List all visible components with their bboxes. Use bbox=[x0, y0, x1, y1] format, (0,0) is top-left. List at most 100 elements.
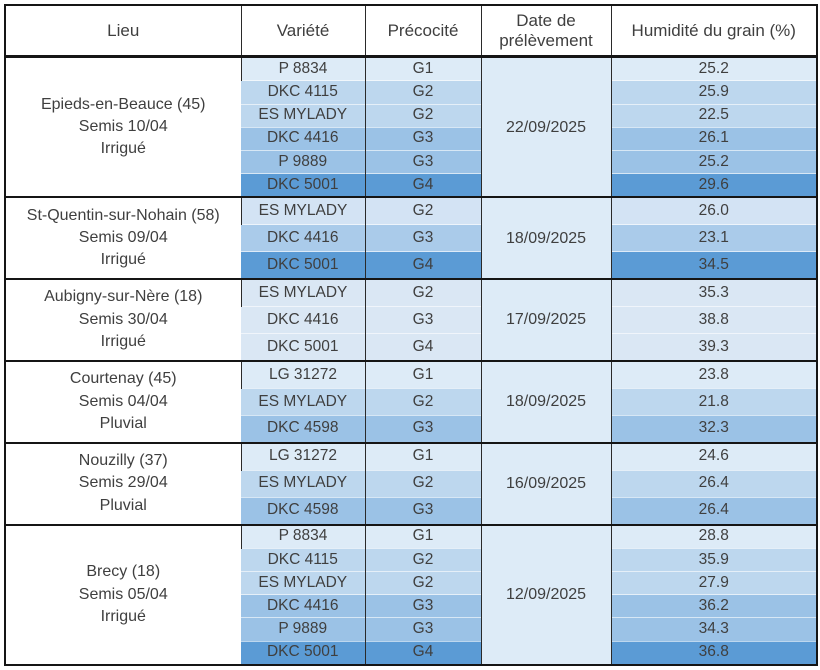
variety-cell: P 9889 bbox=[241, 617, 365, 642]
variety-cell: ES MYLADY bbox=[240, 278, 365, 307]
precocity-cell: G2 bbox=[364, 547, 481, 572]
location-cell: Courtenay (45) Semis 04/04 Pluvial bbox=[5, 359, 241, 443]
precocity-cell: G2 bbox=[364, 278, 481, 307]
humidity-cell: 27.9 bbox=[610, 570, 817, 595]
date-cell: 16/09/2025 bbox=[480, 441, 611, 525]
precocity-cell: G3 bbox=[364, 496, 481, 525]
humidity-cell: 25.2 bbox=[610, 55, 817, 81]
variety-cell: P 8834 bbox=[240, 523, 365, 549]
date-cell: 17/09/2025 bbox=[480, 278, 611, 361]
humidity-cell: 28.8 bbox=[610, 523, 817, 549]
humidity-cell: 35.9 bbox=[610, 547, 817, 572]
location-cell: Nouzilly (37) Semis 29/04 Pluvial bbox=[5, 441, 241, 525]
location-sowing: Semis 09/04 bbox=[78, 229, 168, 247]
location-regime: Pluvial bbox=[99, 415, 147, 433]
table-row: Brecy (18) Semis 05/04 Irrigué P 8834 G1… bbox=[5, 523, 817, 665]
date-cell: 18/09/2025 bbox=[480, 196, 611, 280]
variety-cell: P 9889 bbox=[241, 149, 365, 174]
precocity-cell: G3 bbox=[364, 149, 481, 174]
precocity-cell: G1 bbox=[364, 441, 481, 471]
variety-cell: ES MYLADY bbox=[241, 570, 365, 595]
table-row: Epieds-en-Beauce (45) Semis 10/04 Irrigu… bbox=[5, 55, 817, 198]
humidity-cell: 39.3 bbox=[610, 332, 817, 361]
variety-cell: ES MYLADY bbox=[241, 387, 365, 416]
humidity-cell: 23.1 bbox=[610, 224, 817, 252]
variety-cell: LG 31272 bbox=[240, 359, 365, 389]
precocity-cell: G2 bbox=[364, 103, 481, 128]
location-name: Nouzilly (37) bbox=[78, 452, 168, 470]
humidity-cell: 22.5 bbox=[610, 103, 817, 128]
table-row: Courtenay (45) Semis 04/04 Pluvial LG 31… bbox=[5, 359, 817, 443]
location-regime: Irrigué bbox=[100, 333, 146, 351]
variety-cell: DKC 4115 bbox=[241, 80, 365, 105]
humidity-cell: 35.3 bbox=[610, 278, 817, 307]
header-humidite: Humidité du grain (%) bbox=[610, 5, 817, 58]
precocity-cell: G2 bbox=[364, 387, 481, 416]
precocity-cell: G1 bbox=[364, 359, 481, 389]
humidity-cell: 34.5 bbox=[610, 251, 817, 280]
location-name: Aubigny-sur-Nère (18) bbox=[44, 288, 203, 306]
location-sowing: Semis 30/04 bbox=[78, 310, 168, 328]
precocity-cell: G3 bbox=[364, 617, 481, 642]
location-regime: Irrigué bbox=[100, 607, 146, 625]
humidity-cell: 26.4 bbox=[610, 469, 817, 498]
variety-cell: DKC 5001 bbox=[241, 173, 365, 198]
variety-cell: DKC 5001 bbox=[241, 332, 365, 361]
variety-cell: DKC 4598 bbox=[241, 496, 365, 525]
variety-cell: DKC 5001 bbox=[241, 251, 365, 280]
precocity-cell: G4 bbox=[364, 332, 481, 361]
precocity-cell: G3 bbox=[364, 414, 481, 443]
location-regime: Irrigué bbox=[100, 251, 146, 269]
table-row: St-Quentin-sur-Nohain (58) Semis 09/04 I… bbox=[5, 196, 817, 280]
precocity-cell: G2 bbox=[364, 196, 481, 225]
location-cell: St-Quentin-sur-Nohain (58) Semis 09/04 I… bbox=[5, 196, 241, 280]
header-precocite: Précocité bbox=[364, 5, 481, 58]
variety-cell: ES MYLADY bbox=[241, 469, 365, 498]
table-row: Aubigny-sur-Nère (18) Semis 30/04 Irrigu… bbox=[5, 278, 817, 361]
location-sowing: Semis 10/04 bbox=[78, 117, 168, 135]
variety-cell: LG 31272 bbox=[240, 441, 365, 471]
header-variete: Variété bbox=[240, 5, 365, 58]
humidity-cell: 25.2 bbox=[610, 149, 817, 174]
date-cell: 18/09/2025 bbox=[480, 359, 611, 443]
precocity-cell: G3 bbox=[364, 224, 481, 252]
variety-cell: ES MYLADY bbox=[241, 103, 365, 128]
location-name: Courtenay (45) bbox=[69, 370, 177, 388]
precocity-cell: G3 bbox=[364, 126, 481, 151]
date-cell: 12/09/2025 bbox=[480, 523, 611, 665]
variety-cell: DKC 4416 bbox=[241, 126, 365, 151]
location-sowing: Semis 04/04 bbox=[78, 392, 168, 410]
humidity-cell: 36.8 bbox=[610, 640, 817, 665]
humidity-cell: 34.3 bbox=[610, 617, 817, 642]
header-lieu: Lieu bbox=[5, 5, 241, 58]
precocity-cell: G1 bbox=[364, 523, 481, 549]
humidity-cell: 32.3 bbox=[610, 414, 817, 443]
location-name: Brecy (18) bbox=[86, 563, 161, 581]
variety-cell: DKC 4416 bbox=[241, 594, 365, 618]
location-cell: Aubigny-sur-Nère (18) Semis 30/04 Irrigu… bbox=[5, 278, 241, 361]
humidity-cell: 26.1 bbox=[610, 126, 817, 151]
location-name: St-Quentin-sur-Nohain (58) bbox=[26, 206, 220, 224]
variety-cell: DKC 4416 bbox=[241, 306, 365, 334]
humidity-cell: 26.4 bbox=[610, 496, 817, 525]
location-regime: Irrigué bbox=[100, 140, 146, 158]
variety-cell: P 8834 bbox=[240, 55, 365, 81]
location-cell: Brecy (18) Semis 05/04 Irrigué bbox=[5, 523, 241, 665]
location-regime: Pluvial bbox=[99, 496, 147, 514]
precocity-cell: G2 bbox=[364, 80, 481, 105]
variety-cell: DKC 5001 bbox=[241, 640, 365, 665]
humidity-cell: 38.8 bbox=[610, 306, 817, 334]
precocity-cell: G3 bbox=[364, 594, 481, 618]
variety-cell: DKC 4416 bbox=[241, 224, 365, 252]
variety-cell: ES MYLADY bbox=[240, 196, 365, 225]
location-sowing: Semis 05/04 bbox=[78, 585, 168, 603]
precocity-cell: G4 bbox=[364, 640, 481, 665]
variety-cell: DKC 4115 bbox=[241, 547, 365, 572]
humidity-cell: 26.0 bbox=[610, 196, 817, 225]
trial-results-table: Lieu Variété Précocité Date de prélèveme… bbox=[4, 4, 818, 666]
humidity-cell: 24.6 bbox=[610, 441, 817, 471]
variety-cell: DKC 4598 bbox=[241, 414, 365, 443]
header-date-prelevement: Date de prélèvement bbox=[480, 5, 611, 58]
header-row: Lieu Variété Précocité Date de prélèveme… bbox=[5, 5, 817, 58]
